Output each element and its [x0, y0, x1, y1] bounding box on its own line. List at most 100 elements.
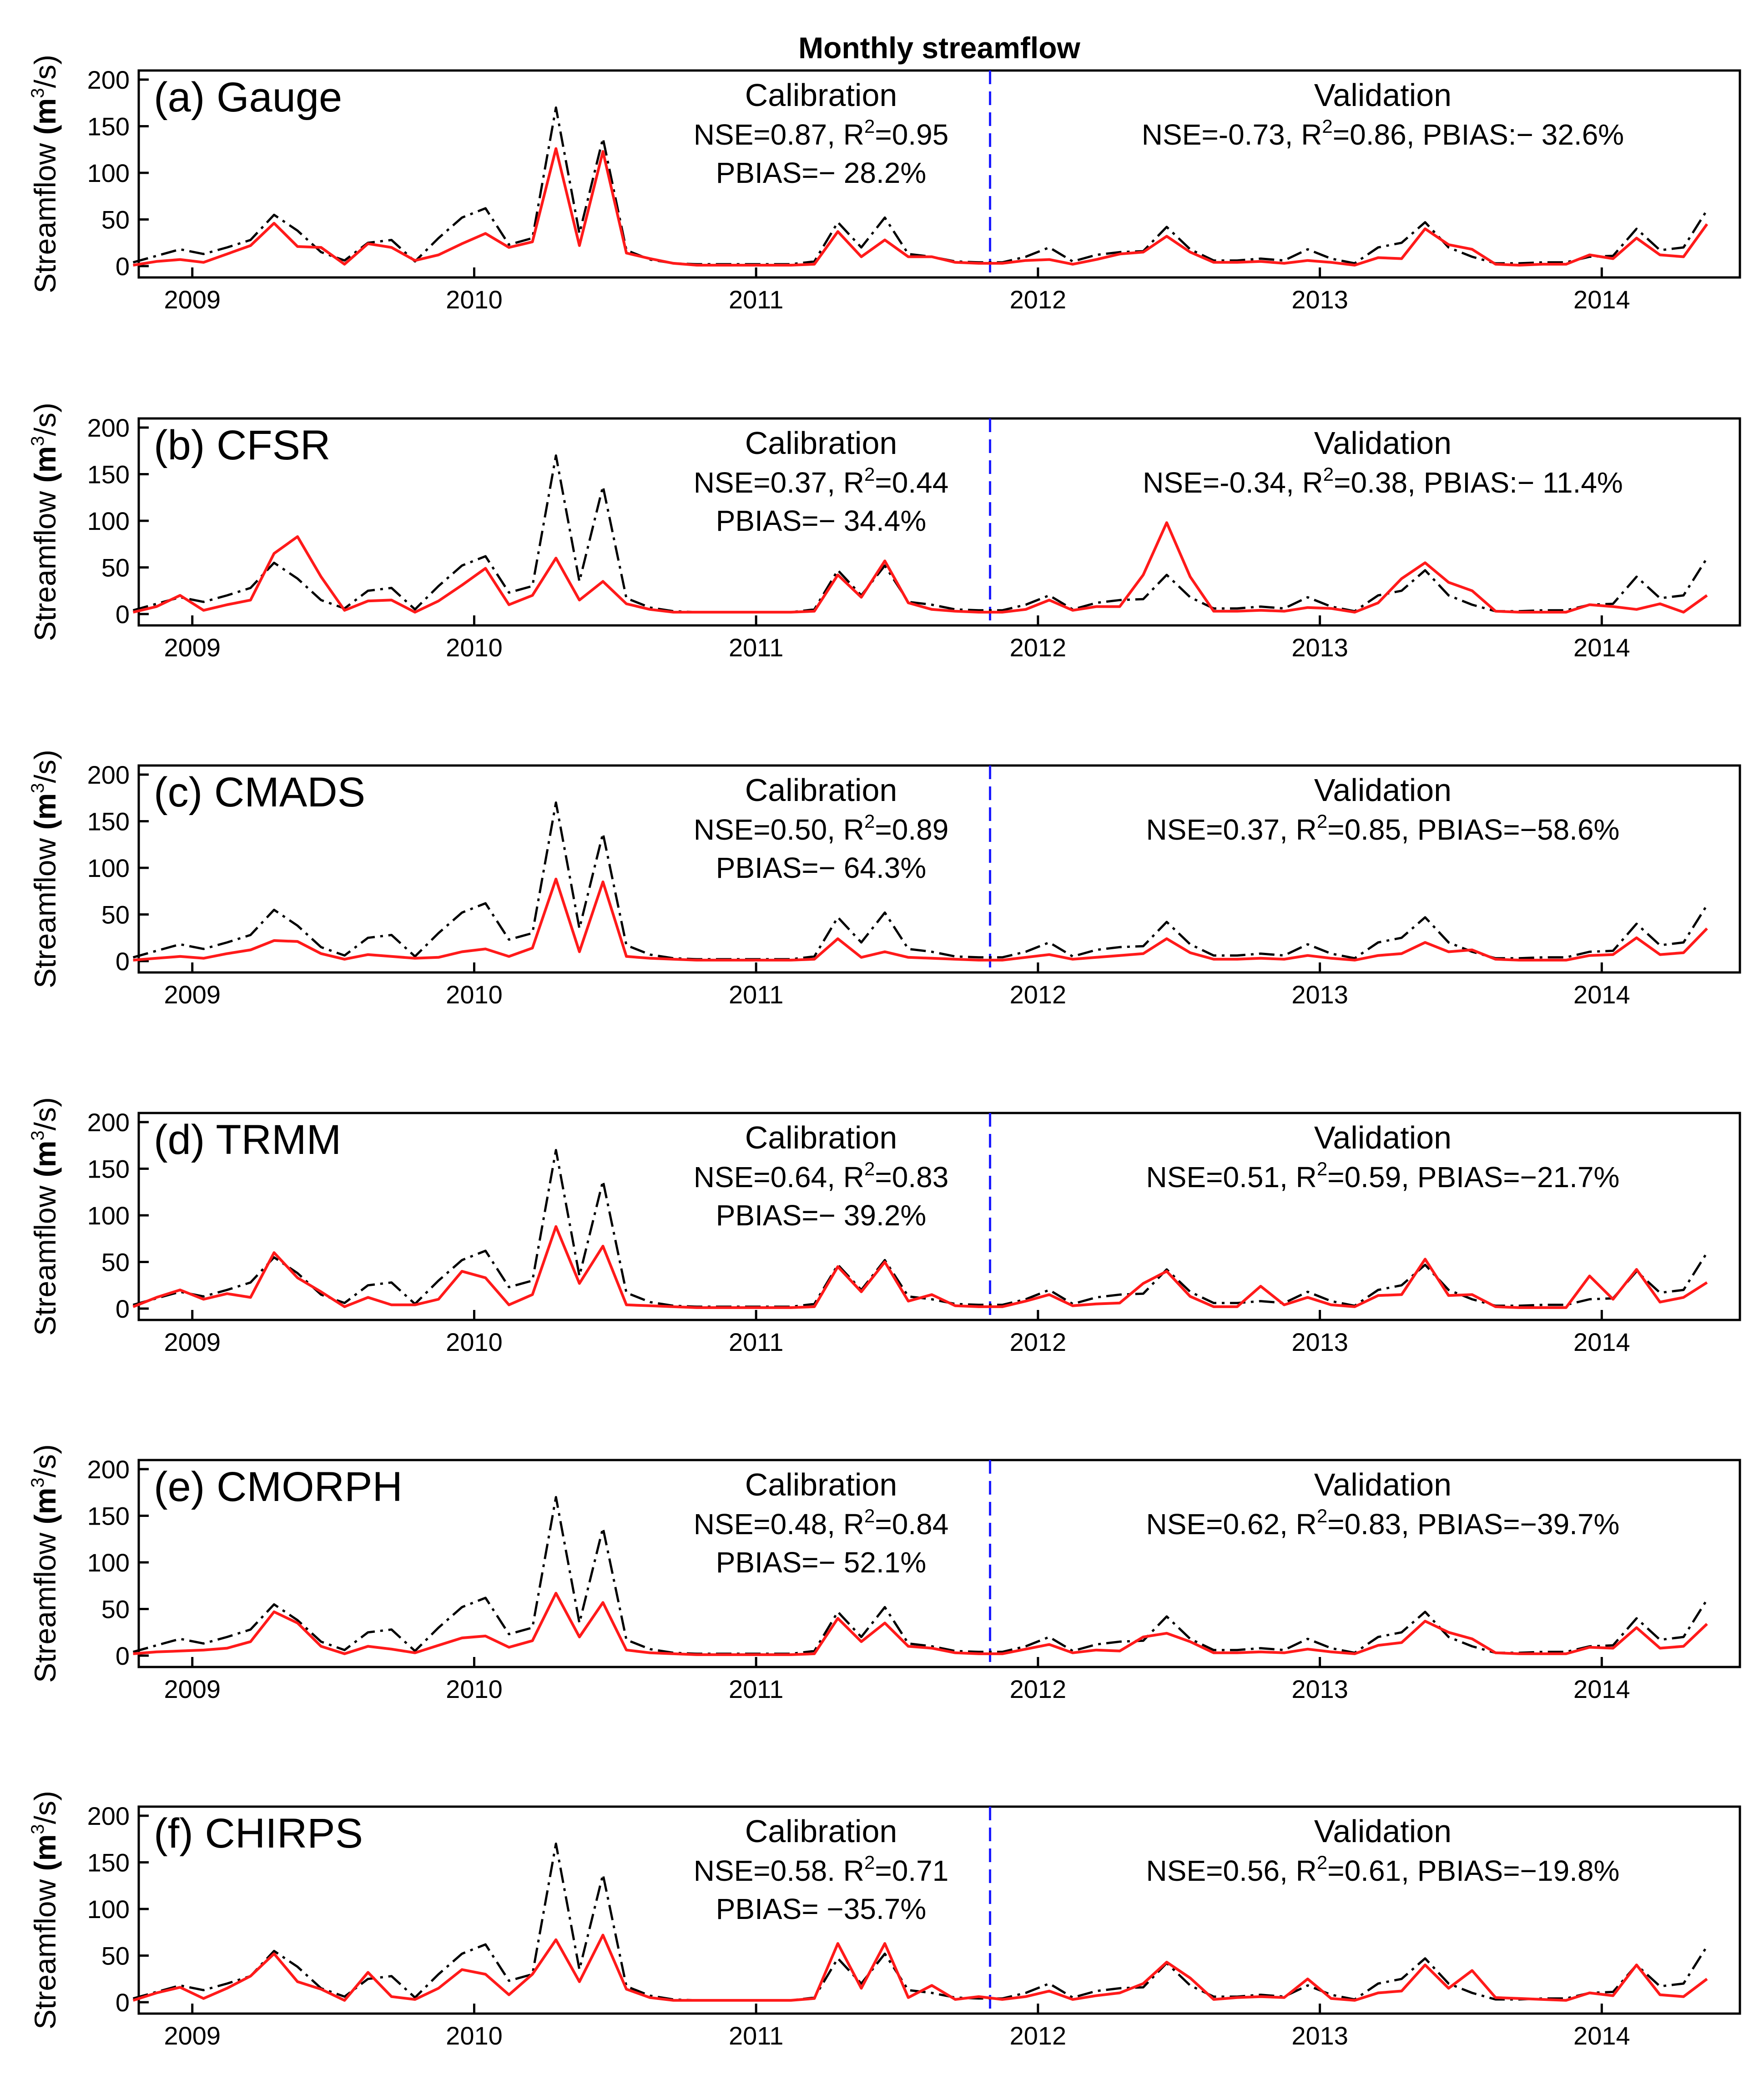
y-tick-label: 150: [87, 1155, 130, 1184]
calibration-title: Calibration: [745, 1120, 897, 1155]
y-tick-label: 150: [87, 112, 130, 141]
validation-title: Validation: [1314, 77, 1452, 113]
x-tick-label: 2012: [1010, 1328, 1067, 1356]
y-tick-label: 50: [101, 1942, 130, 1970]
y-axis-label: Streamflow (m3/s): [28, 750, 62, 988]
cal-r2-value: =0.44: [875, 466, 948, 499]
x-tick-label: 2011: [729, 285, 783, 314]
calibration-title: Calibration: [745, 77, 897, 113]
y-axis-label-main: Streamflow: [28, 1524, 62, 1682]
panel-a: 0 50 100 150 200 2009 2010 2011 2012 2013 2014 Stre…: [28, 55, 1741, 314]
y-tick-label: 50: [101, 901, 130, 929]
val-r2-pbias: =0.59, PBIAS=−21.7%: [1327, 1161, 1619, 1194]
y-axis-label-main: Streamflow: [28, 1871, 62, 2029]
x-tick-label: 2011: [729, 980, 783, 1009]
y-axis-unit-suffix: /s): [28, 1097, 62, 1130]
simulated-line: [132, 521, 1708, 614]
x-tick-label: 2013: [1291, 980, 1348, 1009]
validation-stats: NSE=0.51, R2=0.59, PBIAS=−21.7%: [1146, 1158, 1620, 1194]
y-axis-unit-exponent: 3: [28, 436, 48, 446]
calibration-stats-line1: NSE=0.37, R2=0.44: [694, 463, 949, 499]
y-axis-label-main: Streamflow: [28, 830, 62, 988]
x-tick-label: 2009: [164, 285, 221, 314]
y-axis-label-main: Streamflow: [28, 1177, 62, 1335]
simulated-line: [132, 1225, 1708, 1309]
y-tick-label: 0: [116, 1642, 130, 1670]
y-axis-label: Streamflow (m3/s): [28, 55, 62, 293]
y-tick-label: 200: [87, 65, 130, 94]
y-axis-label-main: Streamflow: [28, 483, 62, 641]
calibration-title: Calibration: [745, 772, 897, 808]
y-tick-label: 0: [116, 1988, 130, 2017]
x-tick-label: 2010: [446, 1328, 503, 1356]
x-tick-label: 2014: [1573, 1328, 1630, 1356]
plot-frame: [137, 764, 1741, 974]
val-r2-pbias: =0.38, PBIAS:− 11.4%: [1334, 466, 1623, 499]
y-axis-unit-exponent: 3: [28, 1824, 48, 1834]
y-tick-label: 0: [116, 600, 130, 629]
figure-title: Monthly streamflow: [798, 31, 1080, 65]
y-tick-label: 100: [87, 1201, 130, 1230]
y-tick-label: 150: [87, 1848, 130, 1877]
cal-r2-value: =0.89: [875, 813, 948, 846]
validation-stats: NSE=0.37, R2=0.85, PBIAS=−58.6%: [1146, 811, 1620, 846]
x-tick-label: 2014: [1573, 285, 1630, 314]
calibration-stats-line1: NSE=0.87, R2=0.95: [694, 116, 949, 151]
y-tick-label: 0: [116, 1294, 130, 1323]
y-axis-label: Streamflow (m3/s): [28, 1791, 62, 2030]
val-nse: NSE=0.56, R: [1146, 1854, 1317, 1887]
y-axis-unit-exponent: 3: [28, 783, 48, 793]
cal-nse: NSE=0.87, R: [694, 118, 864, 151]
x-tick-label: 2014: [1573, 980, 1630, 1009]
calibration-title: Calibration: [745, 425, 897, 461]
y-axis-unit-prefix: (m: [28, 793, 62, 830]
x-tick-label: 2012: [1010, 285, 1067, 314]
observed-line: [132, 1496, 1708, 1655]
x-tick-label: 2010: [446, 1675, 503, 1703]
y-axis-unit-prefix: (m: [28, 1834, 62, 1871]
x-tick-label: 2009: [164, 980, 221, 1009]
x-tick-label: 2011: [729, 633, 783, 662]
calibration-stats-line1: NSE=0.50, R2=0.89: [694, 811, 949, 846]
y-tick-label: 200: [87, 413, 130, 442]
calibration-stats-line2: PBIAS=− 34.4%: [716, 504, 927, 537]
y-axis-unit-prefix: (m: [28, 98, 62, 135]
val-r2-exponent: 2: [1317, 1158, 1327, 1179]
cal-nse: NSE=0.50, R: [694, 813, 864, 846]
panel-label: (b) CFSR: [154, 422, 330, 468]
observed-line: [132, 801, 1708, 961]
calibration-stats-line2: PBIAS=− 28.2%: [716, 156, 927, 189]
simulated-line: [133, 147, 1709, 267]
cal-r2-value: =0.83: [875, 1161, 948, 1194]
panel-d: 0 50 100 150 200 2009 2010 2011 2012 2013 2014 Stre…: [28, 1097, 1741, 1356]
panel-e: 0 50 100 150 200 2009 2010 2011 2012 2013 2014 Stre…: [28, 1444, 1741, 1703]
y-tick-label: 100: [87, 1895, 130, 1924]
y-axis-label: Streamflow (m3/s): [28, 1097, 62, 1336]
x-tick-label: 2012: [1010, 1675, 1067, 1703]
val-r2-pbias: =0.86, PBIAS:− 32.6%: [1333, 118, 1624, 151]
x-tick-label: 2010: [446, 980, 503, 1009]
y-tick-label: 150: [87, 807, 130, 836]
cal-r2-value: =0.71: [875, 1854, 948, 1887]
y-tick-label: 100: [87, 854, 130, 882]
y-tick-label: 200: [87, 760, 130, 789]
y-axis-unit-suffix: /s): [28, 1791, 62, 1824]
y-axis-unit-suffix: /s): [28, 55, 62, 88]
panel-label: (c) CMADS: [154, 769, 365, 816]
cal-r2-exponent: 2: [864, 1505, 875, 1526]
y-axis-unit-exponent: 3: [28, 1477, 48, 1487]
validation-title: Validation: [1314, 1813, 1452, 1849]
val-r2-exponent: 2: [1323, 463, 1334, 485]
y-axis-unit-suffix: /s): [28, 1444, 62, 1477]
y-axis-unit-prefix: (m: [28, 446, 62, 483]
y-axis-unit-exponent: 3: [28, 88, 48, 98]
x-tick-label: 2011: [729, 1328, 783, 1356]
cal-r2-exponent: 2: [864, 1852, 875, 1873]
x-tick-label: 2009: [164, 2021, 221, 2050]
panel-label: (f) CHIRPS: [154, 1810, 363, 1857]
calibration-stats-line2: PBIAS=− 64.3%: [716, 851, 927, 884]
cal-r2-exponent: 2: [864, 811, 875, 832]
val-r2-exponent: 2: [1322, 116, 1332, 137]
y-tick-label: 100: [87, 159, 130, 187]
